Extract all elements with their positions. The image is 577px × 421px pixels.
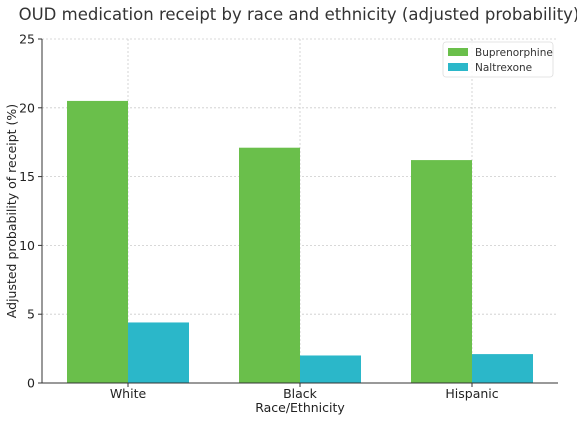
bar-naltrexone-white: [128, 322, 189, 383]
bar-buprenorphine-white: [67, 100, 128, 384]
y-axis-label: Adjusted probability of receipt (%): [4, 104, 19, 318]
legend-label: Buprenorphine: [475, 47, 553, 59]
y-axis: 0 5 10 15 20 25: [19, 32, 43, 391]
legend-swatch: [448, 63, 468, 71]
bars: [67, 100, 533, 384]
y-tick-label: 0: [27, 376, 35, 391]
bar-buprenorphine-black: [239, 147, 300, 383]
y-tick-label: 5: [27, 307, 35, 322]
x-axis: White Black Hispanic: [42, 382, 558, 401]
legend-label: Naltrexone: [475, 62, 532, 74]
bar-naltrexone-black: [300, 355, 361, 383]
x-tick-label: Black: [283, 386, 318, 401]
bar-naltrexone-hispanic: [472, 354, 533, 383]
legend: Buprenorphine Naltrexone: [442, 41, 554, 78]
y-tick-label: 10: [19, 238, 35, 253]
bar-buprenorphine-hispanic: [411, 160, 472, 383]
legend-swatch: [448, 48, 468, 56]
chart-title: OUD medication receipt by race and ethni…: [19, 5, 577, 24]
x-axis-label: Race/Ethnicity: [255, 400, 345, 415]
y-tick-label: 25: [19, 32, 35, 47]
x-tick-label: Hispanic: [445, 386, 498, 401]
y-tick-label: 20: [19, 100, 35, 115]
legend-box: [442, 41, 554, 78]
y-tick-label: 15: [19, 169, 35, 184]
x-tick-label: White: [110, 386, 147, 401]
